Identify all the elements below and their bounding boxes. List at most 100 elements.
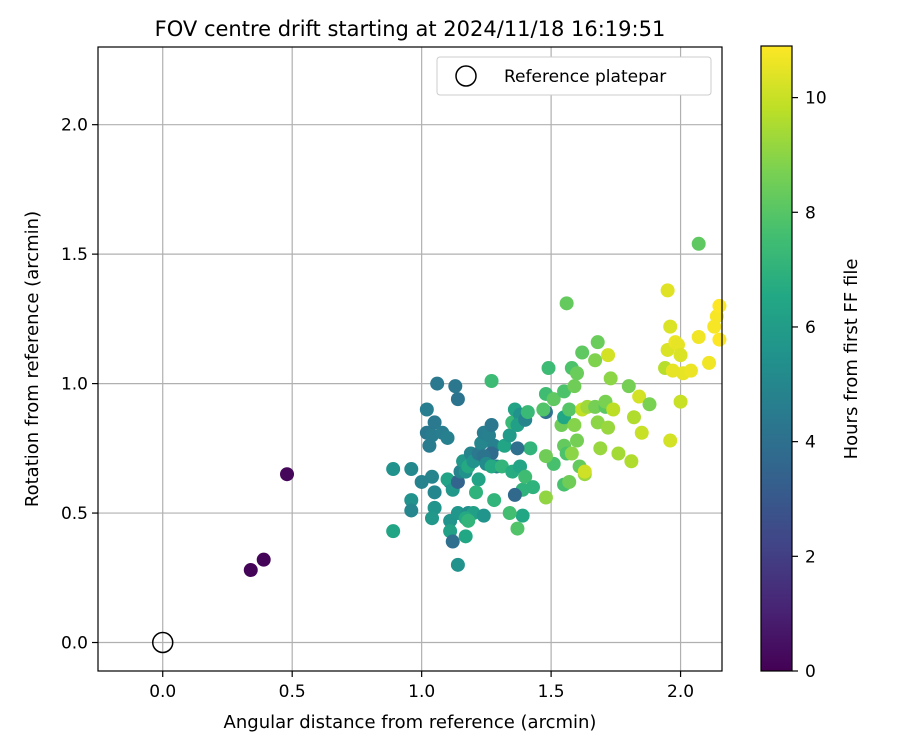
- data-point: [525, 480, 540, 495]
- data-point: [471, 472, 486, 487]
- y-tick-label: 0.0: [61, 634, 88, 654]
- data-point: [497, 438, 512, 453]
- data-point: [621, 379, 636, 394]
- y-tick-label: 2.0: [61, 116, 88, 136]
- colorbar: [760, 45, 793, 672]
- data-point: [546, 392, 561, 407]
- data-point: [642, 397, 657, 412]
- data-point: [458, 529, 473, 544]
- y-axis-ticks: 0.0 0.5 1.0 1.5 2.0: [61, 116, 98, 654]
- data-point: [634, 425, 649, 440]
- data-point: [523, 441, 538, 456]
- data-point: [502, 506, 517, 521]
- data-point: [570, 366, 585, 381]
- data-point: [386, 524, 401, 539]
- legend-marker-icon: [455, 65, 477, 87]
- data-point: [513, 459, 528, 474]
- y-tick-label: 0.5: [61, 504, 88, 524]
- data-point: [624, 454, 639, 469]
- data-point: [588, 353, 603, 368]
- data-point: [430, 376, 445, 391]
- data-point: [538, 449, 553, 464]
- data-point: [712, 298, 727, 313]
- data-point: [712, 332, 727, 347]
- x-tick-label: 1.5: [538, 682, 565, 702]
- data-point: [691, 236, 706, 251]
- data-point: [425, 511, 440, 526]
- data-point: [590, 415, 605, 430]
- grid-lines: [98, 47, 722, 671]
- data-point: [673, 394, 688, 409]
- x-tick-label: 0.0: [149, 682, 176, 702]
- data-point: [601, 420, 616, 435]
- colorbar-label: Hours from first FF file: [841, 259, 862, 460]
- legend-box: [436, 56, 712, 96]
- legend-label: Reference platepar: [504, 67, 666, 87]
- colorbar-tick-label: 6: [805, 318, 816, 338]
- data-point: [515, 508, 530, 523]
- y-tick-label: 1.0: [61, 375, 88, 395]
- data-point: [518, 469, 533, 484]
- data-point: [567, 418, 582, 433]
- data-point: [588, 399, 603, 414]
- data-point: [386, 462, 401, 477]
- data-point: [469, 485, 484, 500]
- reference-point-icon: [151, 631, 174, 654]
- data-point: [673, 348, 688, 363]
- colorbar-tick-label: 2: [805, 547, 816, 567]
- data-point: [502, 428, 517, 443]
- data-point: [590, 335, 605, 350]
- y-axis-label: Rotation from reference (arcmin): [22, 211, 43, 507]
- x-axis-ticks: 0.0 0.5 1.0 1.5 2.0: [149, 671, 694, 702]
- data-point: [577, 464, 592, 479]
- data-point: [487, 493, 502, 508]
- data-point: [601, 348, 616, 363]
- data-point: [562, 402, 577, 417]
- data-point: [611, 446, 626, 461]
- data-point: [243, 563, 258, 578]
- data-point: [603, 371, 618, 386]
- data-point: [541, 361, 556, 376]
- data-point: [440, 430, 455, 445]
- colorbar-ticks: 0 2 4 6 8 10: [792, 89, 827, 682]
- data-point: [414, 474, 429, 489]
- data-point: [445, 534, 460, 549]
- x-tick-label: 0.5: [279, 682, 306, 702]
- data-point: [626, 410, 641, 425]
- data-point: [559, 296, 574, 311]
- plot-frame: [97, 46, 723, 672]
- data-point: [484, 418, 499, 433]
- data-point: [520, 405, 535, 420]
- data-point: [564, 446, 579, 461]
- data-point: [476, 508, 491, 523]
- data-point: [567, 379, 582, 394]
- data-point: [606, 402, 621, 417]
- data-point: [538, 490, 553, 505]
- data-point: [425, 469, 440, 484]
- data-point: [484, 459, 499, 474]
- data-point: [484, 374, 499, 389]
- legend: Reference platepar: [436, 56, 712, 96]
- data-point: [404, 493, 419, 508]
- data-point: [575, 345, 590, 360]
- colorbar-tick-label: 8: [805, 203, 816, 223]
- data-point: [570, 433, 585, 448]
- data-point: [562, 474, 577, 489]
- data-point: [448, 379, 463, 394]
- colorbar-tick-label: 0: [805, 662, 816, 682]
- data-point: [404, 462, 419, 477]
- data-point: [683, 363, 698, 378]
- data-point: [663, 319, 678, 334]
- data-points: [243, 236, 727, 578]
- colorbar-tick-label: 10: [805, 89, 827, 109]
- data-point: [450, 557, 465, 572]
- data-point: [663, 433, 678, 448]
- chart-title: FOV centre drift starting at 2024/11/18 …: [155, 17, 666, 41]
- x-axis-label: Angular distance from reference (arcmin): [224, 712, 597, 733]
- data-point: [632, 389, 647, 404]
- data-point: [536, 402, 551, 417]
- reference-marker: [151, 631, 174, 654]
- data-point: [660, 283, 675, 298]
- data-point: [702, 355, 717, 370]
